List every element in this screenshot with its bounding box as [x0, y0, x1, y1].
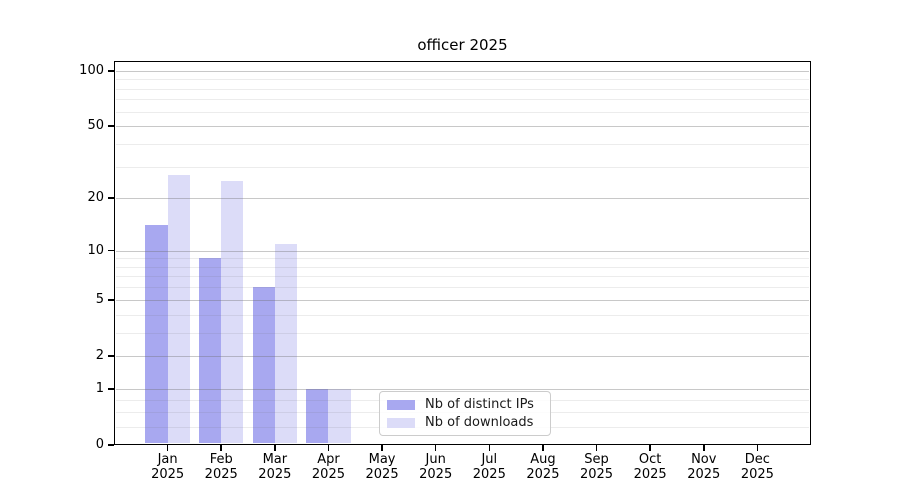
gridline-major [115, 70, 810, 72]
gridline-minor [115, 99, 810, 101]
gridline-minor [115, 166, 810, 168]
y-tick-mark [108, 355, 114, 357]
gridline-major [115, 126, 810, 128]
x-tick-label: Mar 2025 [258, 452, 292, 482]
bar-feb-distinct-ips [198, 258, 222, 444]
bar-mar-distinct-ips [252, 287, 275, 444]
x-tick-label: Sep 2025 [579, 452, 614, 482]
x-tick-mark [649, 445, 651, 451]
y-tick-label: 20 [87, 190, 104, 206]
gridline-minor [115, 276, 810, 278]
gridline-major [115, 355, 810, 357]
y-tick-mark [108, 197, 114, 199]
x-tick-label: Jul 2025 [472, 452, 506, 482]
x-tick-mark [595, 445, 598, 451]
x-tick-mark [220, 445, 223, 451]
gridline-minor [115, 111, 810, 113]
y-tick-label: 1 [95, 380, 104, 396]
bar-mar-downloads [274, 243, 298, 444]
y-tick-mark [108, 444, 114, 446]
legend-item-distinct-ips: Nb of distinct IPs [387, 397, 550, 412]
gridline-major [115, 198, 810, 200]
gridline-minor [115, 314, 810, 316]
y-tick-label: 2 [95, 347, 104, 363]
bar-jan-downloads [167, 174, 190, 444]
gridline-minor [115, 79, 810, 81]
x-tick-mark [542, 445, 544, 451]
x-tick-label: Jun 2025 [419, 452, 453, 482]
x-tick-label: May 2025 [365, 452, 399, 482]
y-tick-label: 5 [95, 291, 104, 307]
gridline-major [115, 299, 810, 301]
bar-apr-downloads [328, 388, 351, 444]
legend-label: Nb of distinct IPs [425, 397, 534, 412]
bar-jan-distinct-ips [145, 225, 168, 444]
x-tick-mark [702, 445, 705, 451]
gridline-major [115, 250, 810, 252]
y-tick-label: 0 [95, 437, 104, 452]
bar-feb-downloads [221, 180, 244, 444]
y-tick-mark [108, 388, 114, 390]
chart-title: officer 2025 [417, 36, 508, 54]
gridline-minor [115, 258, 810, 260]
x-tick-mark [434, 445, 437, 451]
plot-area [114, 61, 811, 445]
y-tick-mark [108, 125, 114, 127]
legend-item-downloads: Nb of downloads [387, 415, 550, 430]
x-tick-mark [274, 445, 276, 451]
x-tick-label: Aug 2025 [526, 452, 560, 482]
y-tick-mark [108, 249, 114, 252]
x-tick-mark [166, 445, 169, 451]
x-tick-label: Apr 2025 [311, 452, 345, 482]
gridline-minor [115, 287, 810, 289]
x-tick-label: Nov 2025 [687, 452, 721, 482]
legend: Nb of distinct IPs Nb of downloads [379, 391, 551, 436]
gridline-minor [115, 88, 810, 90]
gridline-minor [115, 332, 810, 334]
bar-apr-distinct-ips [306, 388, 329, 444]
y-tick-label: 100 [79, 62, 104, 78]
x-tick-mark [488, 445, 491, 451]
x-tick-label: Dec 2025 [740, 452, 774, 482]
x-tick-mark [381, 445, 383, 451]
x-tick-mark [756, 445, 759, 451]
gridline-major [115, 388, 810, 390]
y-tick-label: 50 [87, 118, 104, 134]
x-tick-mark [327, 445, 330, 451]
y-tick-label: 10 [87, 242, 104, 258]
gridline-minor [115, 266, 810, 268]
x-tick-label: Jan 2025 [151, 452, 185, 482]
legend-swatch-downloads [387, 417, 415, 428]
gridline-minor [115, 143, 810, 145]
legend-swatch-distinct-ips [387, 399, 415, 410]
y-tick-mark [108, 70, 114, 72]
legend-label: Nb of downloads [425, 415, 534, 430]
x-tick-label: Feb 2025 [204, 452, 238, 482]
y-tick-mark [108, 298, 114, 301]
x-tick-label: Oct 2025 [633, 452, 667, 482]
